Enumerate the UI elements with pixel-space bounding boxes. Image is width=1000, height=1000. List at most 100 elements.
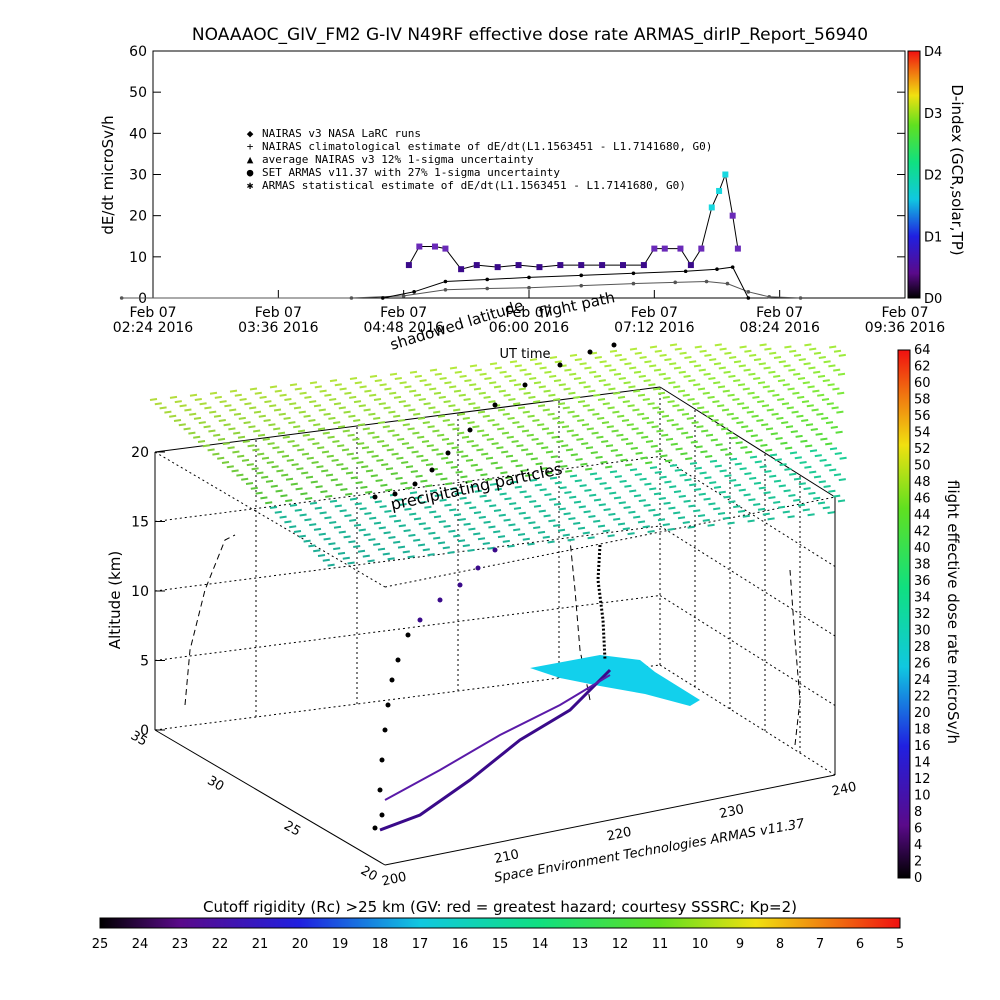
particle-dash: [299, 391, 307, 395]
particle-dash: [723, 495, 731, 499]
particle-dash: [749, 455, 758, 459]
particle-dash: [530, 457, 538, 461]
dose-rate-tick: 58: [914, 393, 931, 408]
flight-path-point: [429, 467, 435, 473]
particle-dash: [578, 505, 586, 509]
particle-dash: [537, 404, 546, 408]
particle-dash: [237, 435, 246, 439]
particle-dash: [817, 374, 826, 378]
data-point: [651, 245, 658, 252]
particle-dash: [608, 387, 616, 391]
particle-dash: [433, 536, 441, 540]
particle-dash: [829, 468, 837, 472]
particle-dash: [767, 517, 775, 521]
particle-dash: [334, 383, 342, 387]
particle-dash: [698, 368, 706, 372]
particle-dash: [706, 414, 714, 418]
legend-symbol: ◆: [247, 127, 254, 140]
particle-dash: [487, 546, 495, 550]
particle-dash: [209, 410, 217, 414]
particle-dash: [817, 501, 826, 505]
particle-dash: [339, 387, 347, 391]
particle-dash: [537, 423, 545, 427]
particle-dash: [811, 408, 819, 412]
data-point: [416, 243, 423, 250]
particle-dash: [526, 433, 534, 437]
data-point: [485, 277, 490, 282]
particle-dash: [747, 519, 755, 523]
particle-dash: [490, 461, 498, 465]
data-point: [557, 262, 564, 269]
particle-dash: [232, 450, 240, 454]
particle-dash: [369, 374, 378, 378]
particle-dash: [299, 513, 307, 517]
particle-dash: [672, 404, 680, 408]
particle-dash: [503, 518, 511, 522]
particle-dash: [653, 368, 662, 372]
particle-dash: [413, 517, 422, 521]
particle-dash: [357, 442, 365, 446]
particle-dash: [560, 464, 568, 468]
particle-dash: [684, 478, 692, 482]
particle-dash: [306, 456, 314, 460]
particle-dash: [369, 516, 377, 520]
particle-dash: [327, 563, 335, 567]
particle-dash: [647, 530, 655, 533]
particle-dash: [612, 410, 620, 414]
particle-dash: [707, 523, 715, 527]
particle-dash: [218, 419, 226, 422]
legend-entry: average NAIRAS v3 12% 1-sigma uncertaint…: [262, 153, 534, 166]
particle-dash: [544, 493, 552, 497]
particle-dash: [805, 444, 813, 448]
particle-dash: [813, 475, 822, 479]
particle-dash: [458, 393, 466, 397]
x-tick-date: Feb 07: [505, 305, 552, 321]
particle-dash: [633, 494, 642, 498]
particle-dash: [771, 412, 779, 416]
particle-dash: [754, 460, 762, 464]
particle-dash: [504, 497, 512, 501]
particle-dash: [738, 488, 746, 492]
particle-dash: [565, 469, 573, 473]
flight-path-point: [492, 547, 498, 553]
particle-dash: [438, 395, 446, 399]
particle-dash: [733, 505, 741, 509]
particle-dash: [755, 439, 763, 443]
particle-dash: [742, 514, 750, 518]
particle-dash: [653, 492, 662, 496]
particle-dash: [413, 412, 421, 416]
data-point: [746, 296, 751, 300]
particle-dash: [513, 506, 522, 510]
particle-dash: [263, 419, 271, 422]
particle-dash: [604, 364, 612, 368]
particle-dash: [417, 435, 425, 439]
particle-dash: [502, 412, 510, 416]
particle-dash: [335, 483, 343, 487]
particle-dash: [268, 423, 276, 427]
particle-dash: [253, 410, 262, 414]
particle-dash: [666, 419, 674, 422]
particle-dash: [573, 377, 582, 380]
particle-dash: [583, 510, 591, 514]
particle-dash: [293, 425, 301, 429]
dose-rate-tick: 60: [914, 376, 931, 391]
particle-dash: [624, 484, 632, 488]
particle-dash: [699, 349, 707, 353]
particle-dash: [837, 499, 846, 503]
particle-dash: [629, 366, 637, 370]
particle-dash: [610, 449, 618, 452]
legend-entry: NAIRAS v3 NASA LaRC runs: [262, 127, 421, 140]
particle-dash: [769, 474, 777, 478]
particle-dash: [348, 540, 356, 544]
cutoff-rigidity-tick: 14: [532, 937, 549, 952]
particle-dash: [541, 427, 550, 431]
particle-dash: [589, 472, 598, 476]
box-edge: [659, 386, 836, 498]
particle-dash: [677, 408, 685, 412]
particle-dash: [618, 377, 626, 380]
particle-dash: [213, 433, 221, 437]
particle-dash: [593, 498, 602, 502]
particle-dash: [517, 406, 526, 410]
particle-dash: [780, 441, 788, 445]
particle-dash: [798, 482, 806, 486]
